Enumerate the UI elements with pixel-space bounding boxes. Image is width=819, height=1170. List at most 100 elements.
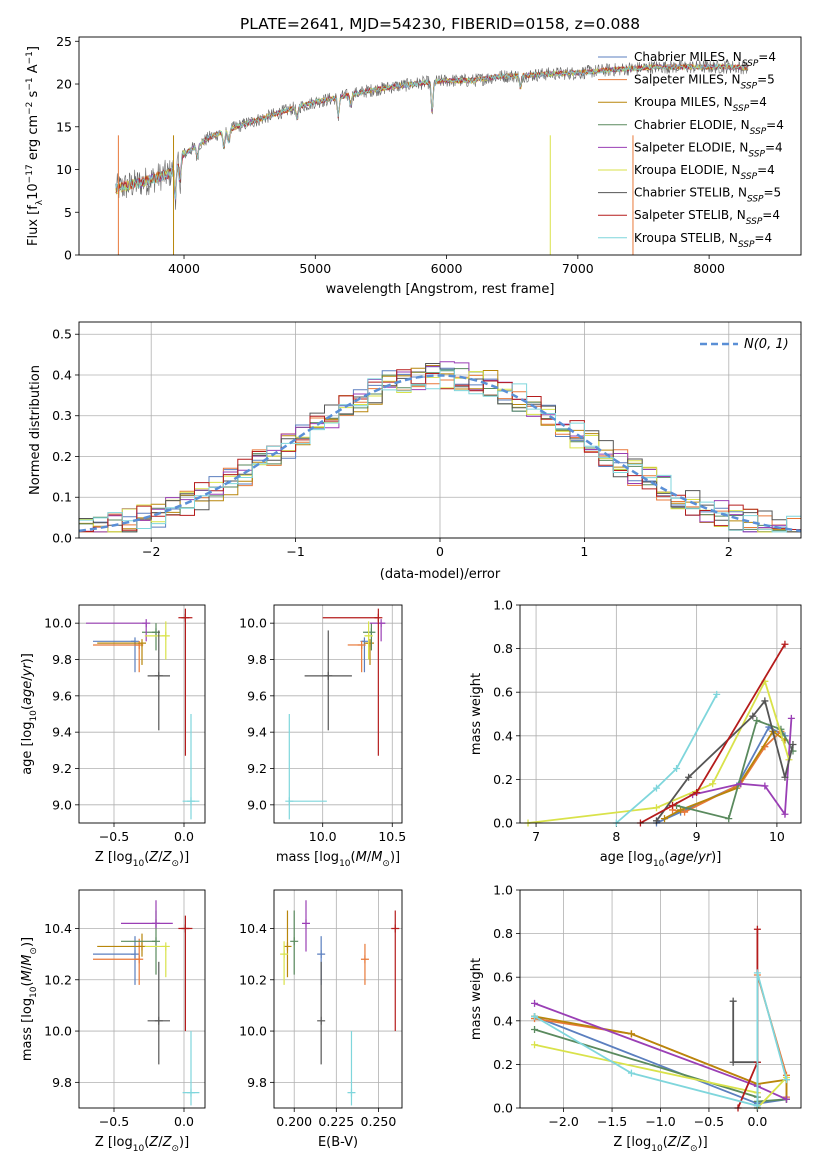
errorbar-point-9: [182, 714, 200, 820]
spectrum-legend: Chabrier MILES, NSSP=4 Salpeter MILES, NS…: [598, 50, 784, 250]
y-tick-label: 0.4: [493, 728, 513, 743]
x-axis-label: age [log10(age/yr)]: [600, 850, 722, 869]
y-tick-label: 9.8: [247, 1075, 267, 1090]
legend-entry-9: Kroupa STELIB, NSSP=4: [634, 231, 772, 250]
y-tick-label: 10.0: [44, 1024, 72, 1039]
y-tick-label: 1.0: [493, 883, 513, 898]
panel-spectrum: 4000 5000 6000 7000 8000 0 5 10 15 20 25 wavelength…: [25, 34, 802, 297]
legend-entry-3: Kroupa MILES, NSSP=4: [634, 95, 767, 114]
weight-marker: [531, 1026, 539, 1034]
errorbar-point-5: [302, 900, 310, 952]
x-tick-label: 10.5: [378, 829, 406, 844]
x-axis-label: (data-model)/error: [380, 567, 501, 582]
weight-marker: [681, 808, 689, 816]
weight-marker: [661, 815, 669, 823]
y-tick-label: 0.8: [493, 641, 513, 656]
point-marker: [324, 671, 333, 680]
point-marker: [138, 639, 146, 648]
y-tick-label: 9.8: [52, 652, 72, 667]
weight-marker: [531, 1041, 539, 1049]
weight-marker: [782, 1076, 790, 1084]
point-marker: [138, 942, 146, 951]
x-tick-label: 0.0: [747, 1114, 767, 1129]
y-axis-label: mass [log10(M/M⊙)]: [20, 937, 39, 1061]
weight-marker: [677, 806, 685, 814]
x-tick-label: 8: [612, 829, 620, 844]
point-marker: [290, 937, 299, 946]
y-tick-label: 9.4: [247, 725, 267, 740]
weight-line-7: [655, 698, 794, 822]
residual-histogram-9: [78, 369, 801, 538]
errorbar-point-1: [93, 637, 139, 673]
x-tick-label: 4000: [168, 261, 200, 276]
weight-marker: [787, 714, 795, 722]
y-tick-label: 10.0: [239, 616, 267, 631]
plot-frame: [78, 321, 802, 539]
y-tick-label: 0.8: [493, 926, 513, 941]
y-tick-label: 9.6: [247, 688, 267, 703]
panel-weight-vs-age: 7 8 9 10 0.0 0.2 0.4 0.6 0.8 1.0 age [log10(age/yr…: [469, 598, 802, 869]
y-tick-label: 10.2: [44, 972, 72, 987]
point-marker: [161, 631, 170, 640]
errorbar-point-3: [97, 639, 146, 665]
plot-frame: [273, 604, 403, 824]
point-marker: [285, 797, 294, 806]
point-marker: [360, 955, 369, 964]
x-tick-label: 0.225: [318, 1114, 354, 1129]
plot-frame: [78, 36, 802, 256]
point-marker: [135, 955, 144, 964]
errorbar-point-6: [280, 941, 289, 985]
y-axis-label: mass weight: [469, 958, 484, 1040]
y-tick-label: 10.2: [239, 972, 267, 987]
y-tick-label: 5: [64, 205, 72, 220]
x-tick-label: 2: [725, 544, 733, 559]
legend-entry-1: Chabrier MILES, NSSP=4: [634, 50, 776, 69]
weight-marker: [709, 780, 717, 788]
y-tick-label: 9.6: [52, 688, 72, 703]
errorbar-point-7: [147, 630, 170, 731]
weight-marker: [789, 741, 797, 749]
x-tick-label: 0: [436, 544, 444, 559]
x-tick-label: −0.5: [99, 1114, 129, 1129]
weight-marker: [781, 640, 789, 648]
weight-marker: [729, 1058, 737, 1066]
plot-frame: [519, 889, 802, 1109]
point-marker: [131, 950, 139, 959]
y-tick-label: 0.6: [493, 685, 513, 700]
errorbar-point-2: [93, 640, 144, 673]
y-tick-label: 0.4: [493, 1013, 513, 1028]
y-tick-label: 0.4: [52, 367, 72, 382]
y-tick-label: 0.0: [52, 531, 72, 546]
point-marker: [357, 640, 366, 649]
point-marker: [154, 1016, 163, 1025]
errorbar-point-5: [86, 619, 151, 642]
y-tick-label: 10.0: [239, 1024, 267, 1039]
y-tick-label: 9.2: [247, 761, 267, 776]
panel-residuals: −2 −1 0 1 2 0.0 0.1 0.2 0.3 0.4 0.5 (data-model)/er…: [28, 321, 802, 582]
y-tick-label: 0.3: [52, 408, 72, 423]
plot-frame: [519, 604, 802, 824]
point-marker: [364, 631, 373, 640]
weight-marker: [761, 697, 769, 705]
point-marker: [181, 924, 190, 933]
errorbar-point-2: [93, 938, 144, 985]
x-axis-label: E(B-V): [318, 1135, 358, 1150]
x-tick-label: −2.0: [548, 1114, 578, 1129]
x-tick-label: −1.0: [645, 1114, 675, 1129]
x-tick-label: −2: [142, 544, 160, 559]
weight-marker: [652, 784, 660, 792]
point-marker: [152, 919, 160, 928]
errorbar-point-7: [147, 961, 170, 1065]
weight-marker: [673, 765, 681, 772]
y-tick-label: 20: [56, 77, 72, 92]
y-tick-label: 25: [56, 34, 72, 49]
errorbar-point-4: [290, 910, 299, 975]
y-tick-label: 9.8: [247, 652, 267, 667]
x-tick-label: 7: [532, 829, 540, 844]
x-tick-label: 0.250: [361, 1114, 397, 1129]
weight-marker: [685, 773, 693, 781]
weight-line-8: [737, 929, 759, 1109]
x-tick-label: 1: [580, 544, 588, 559]
y-axis-label: age [log10(age/yr)]: [20, 653, 39, 775]
y-tick-label: 9.8: [52, 1075, 72, 1090]
